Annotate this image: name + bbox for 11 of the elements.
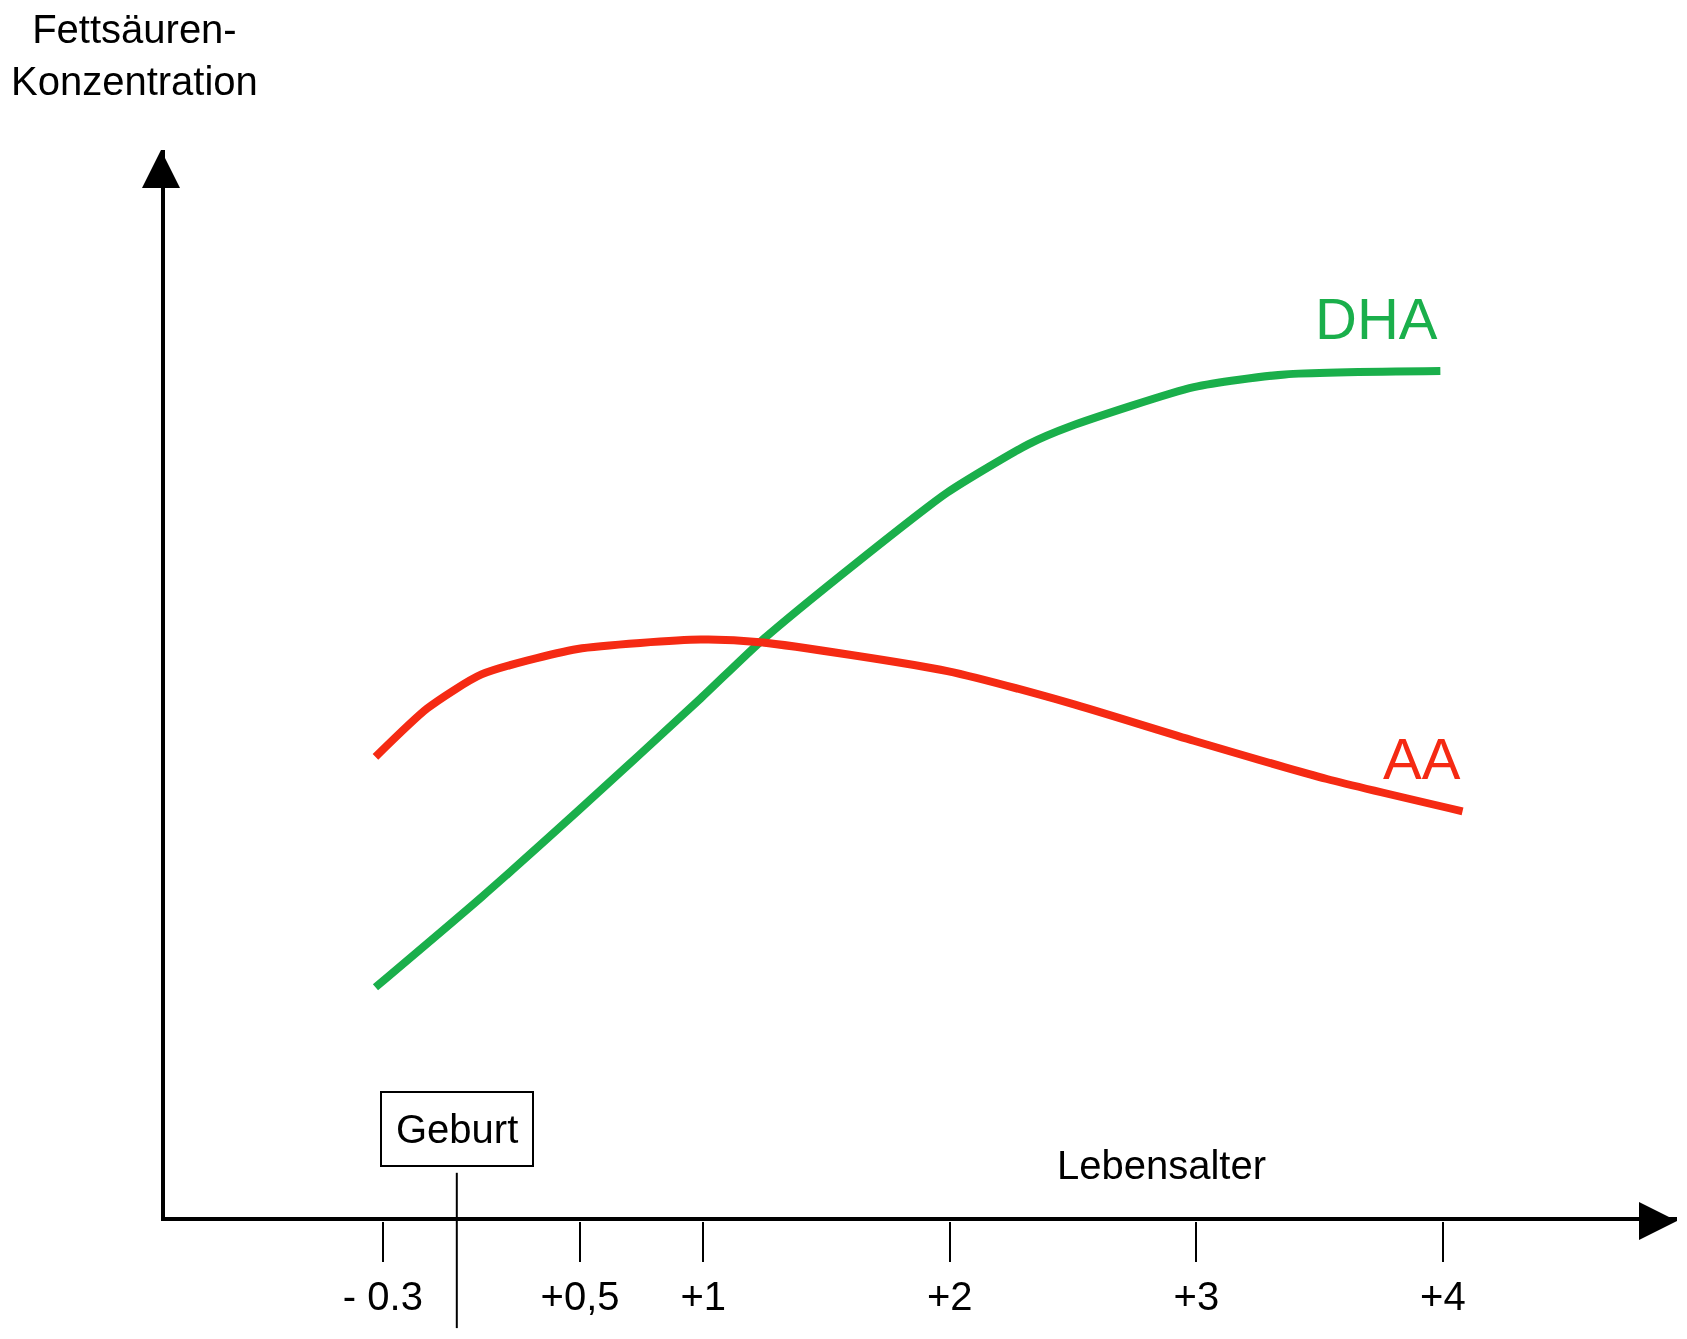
- ref-line-label: Geburt: [396, 1107, 519, 1151]
- x-tick-label: - 0.3: [342, 1274, 423, 1318]
- x-tick-label: +0,5: [540, 1274, 620, 1318]
- x-tick-label: +2: [927, 1274, 973, 1318]
- x-tick-label: +4: [1420, 1274, 1466, 1318]
- series-label: DHA: [1315, 286, 1438, 351]
- series-label: AA: [1383, 726, 1461, 791]
- x-tick-label: +1: [680, 1274, 727, 1318]
- x-tick-label: +3: [1173, 1274, 1220, 1318]
- x-axis-title: Lebensalter: [1057, 1143, 1267, 1187]
- text: Fettsäuren- Konzentration: [11, 7, 258, 103]
